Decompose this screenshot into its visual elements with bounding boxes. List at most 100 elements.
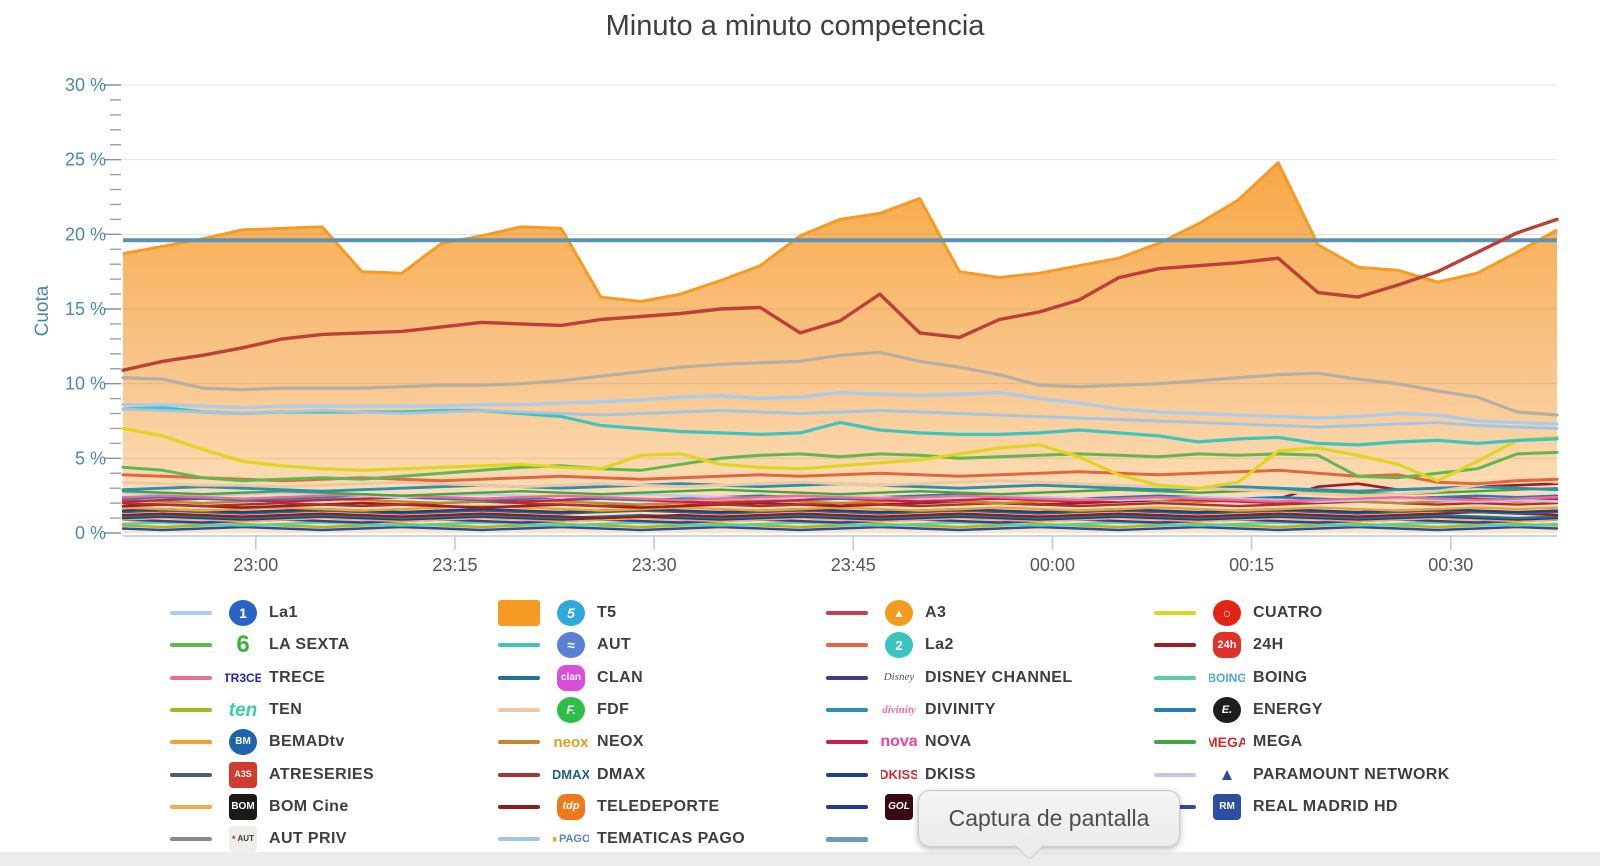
- legend-swatch: [170, 837, 212, 842]
- legend-swatch: [170, 804, 212, 809]
- legend-swatch: [1154, 643, 1196, 648]
- legend-item-t5[interactable]: 5 T5: [498, 597, 826, 629]
- channel-logo-disney-channel: Disney: [883, 671, 915, 684]
- channel-logo-aut-priv: * AUT: [229, 826, 257, 853]
- channel-logo-paramount-network: ▲: [1218, 765, 1236, 785]
- legend-label: TEN: [269, 701, 303, 719]
- legend-item-la-sexta[interactable]: 6 LA SEXTA: [170, 629, 498, 661]
- legend-item-aut-priv[interactable]: * AUT AUT PRIV: [170, 823, 498, 855]
- x-tick-label: 00:00: [1030, 555, 1075, 575]
- legend-item-disney-channel[interactable]: Disney DISNEY CHANNEL: [826, 662, 1154, 694]
- series-24h: [121, 482, 1559, 509]
- legend-item-dkiss[interactable]: DKISS DKISS: [826, 758, 1154, 790]
- legend-item-clan[interactable]: clan CLAN: [498, 662, 826, 694]
- legend-item-dmax[interactable]: DMAX DMAX: [498, 758, 826, 790]
- y-tick-label: 20 %: [65, 224, 106, 244]
- x-tick-label: 23:15: [432, 555, 477, 575]
- legend-item-tematicas-pago[interactable]: ■ PAGO TEMATICAS PAGO: [498, 823, 826, 855]
- legend-column-1: 1 La1 6 LA SEXTA TR3CE TRECE ten TEN BM BEMADtv A3…: [170, 597, 498, 855]
- legend-item-paramount-network[interactable]: ▲ PARAMOUNT NETWORK: [1154, 758, 1482, 790]
- channel-logo-bemadtv: BM: [229, 729, 257, 756]
- series-paramount-network: [121, 491, 1559, 503]
- bottom-strip: [0, 852, 1600, 866]
- channel-logo-24h: 24h: [1213, 632, 1241, 659]
- legend-label: BOM Cine: [269, 797, 349, 815]
- legend-swatch: [170, 643, 212, 648]
- legend-item-24h[interactable]: 24h 24H: [1154, 629, 1482, 661]
- legend-label: AUT PRIV: [269, 830, 347, 848]
- y-tick-label: 0 %: [75, 523, 106, 543]
- y-tick-label: 25 %: [65, 150, 106, 170]
- legend-swatch: [170, 740, 212, 745]
- legend-swatch: [826, 643, 868, 648]
- channel-logo-atreseries: A3S: [229, 761, 257, 788]
- legend-label: DISNEY CHANNEL: [925, 668, 1073, 686]
- no-logo: [881, 825, 917, 853]
- x-tick-label: 23:45: [831, 555, 876, 575]
- legend-swatch: [498, 837, 540, 842]
- series-bemadtv: [121, 504, 1559, 512]
- channel-logo-fdf: F.: [557, 697, 585, 724]
- legend-item-energy[interactable]: E. ENERGY: [1154, 694, 1482, 726]
- legend-item-mega[interactable]: MEGA MEGA: [1154, 726, 1482, 758]
- legend-label: T5: [597, 604, 617, 622]
- legend-item-bom-cine[interactable]: BOM BOM Cine: [170, 791, 498, 823]
- series-teledeporte: [121, 510, 1559, 520]
- legend-item-fdf[interactable]: F. FDF: [498, 694, 826, 726]
- legend-swatch: [1154, 772, 1196, 777]
- legend-item-neox[interactable]: neox NEOX: [498, 726, 826, 758]
- legend-swatch: [498, 643, 540, 648]
- series-clan: [121, 513, 1559, 520]
- channel-logo-t5: 5: [557, 600, 585, 627]
- channel-logo-clan: clan: [557, 664, 585, 691]
- legend-swatch: [826, 772, 868, 777]
- legend-item-aut[interactable]: ≈ AUT: [498, 629, 826, 661]
- legend-swatch: [170, 611, 212, 616]
- legend-swatch: [826, 708, 868, 713]
- legend-item-ten[interactable]: ten TEN: [170, 694, 498, 726]
- series-mega: [121, 487, 1559, 497]
- legend-swatch: [498, 600, 540, 627]
- legend-swatch: [826, 611, 868, 616]
- legend-label: NEOX: [597, 733, 644, 751]
- legend-label: DKISS: [925, 765, 976, 783]
- series-gol: [121, 515, 1559, 521]
- legend-label: CUATRO: [1253, 604, 1323, 622]
- legend-item-bemadtv[interactable]: BM BEMADtv: [170, 726, 498, 758]
- legend-item-la1[interactable]: 1 La1: [170, 597, 498, 629]
- legend-swatch: [498, 740, 540, 745]
- series-cuatro: [121, 426, 1559, 490]
- channel-logo-la-sexta: 6: [236, 631, 250, 659]
- legend-label: PARAMOUNT NETWORK: [1253, 765, 1450, 783]
- legend-swatch: [1154, 611, 1196, 616]
- competition-minute-chart: 23:00 23:15 23:30 23:45 00:00 00:15 00:30 30 % 2…: [65, 75, 1559, 575]
- legend-item-la2[interactable]: 2 La2: [826, 629, 1154, 661]
- y-tick-label: 5 %: [75, 448, 106, 468]
- legend-label: 24H: [1253, 636, 1284, 654]
- channel-logo-tematicas-pago: ■ PAGO: [553, 832, 589, 845]
- series-la1: [121, 391, 1559, 426]
- legend-swatch: [826, 836, 868, 842]
- legend-item-a3[interactable]: ▲ A3: [826, 597, 1154, 629]
- x-tick-label: 23:30: [632, 555, 677, 575]
- channel-logo-a3: ▲: [885, 600, 913, 627]
- legend-item-atreseries[interactable]: A3S ATRESERIES: [170, 758, 498, 790]
- legend-item-cuatro[interactable]: ○ CUATRO: [1154, 597, 1482, 629]
- legend-label: TEMATICAS PAGO: [597, 830, 746, 848]
- legend-item-teledeporte[interactable]: tdp TELEDEPORTE: [498, 791, 826, 823]
- legend-item-trece[interactable]: TR3CE TRECE: [170, 662, 498, 694]
- channel-logo-gol: GOL: [885, 793, 913, 820]
- legend-item-nova[interactable]: nova NOVA: [826, 726, 1154, 758]
- legend-item-divinity[interactable]: divinity DIVINITY: [826, 694, 1154, 726]
- legend-item-real-madrid-hd[interactable]: RM REAL MADRID HD: [1154, 791, 1482, 823]
- legend-label: NOVA: [925, 733, 972, 751]
- legend-label: A3: [925, 604, 947, 622]
- legend-label: DIVINITY: [925, 701, 996, 719]
- y-axis-label: Cuota: [32, 285, 53, 337]
- page-title: Minuto a minuto competencia: [605, 10, 985, 42]
- legend-item-boing[interactable]: BOING BOING: [1154, 662, 1482, 694]
- screenshot-tooltip-text: Captura de pantalla: [948, 805, 1150, 831]
- series-a3: [121, 217, 1559, 372]
- legend-label: LA SEXTA: [269, 636, 350, 654]
- legend-swatch: [170, 675, 212, 680]
